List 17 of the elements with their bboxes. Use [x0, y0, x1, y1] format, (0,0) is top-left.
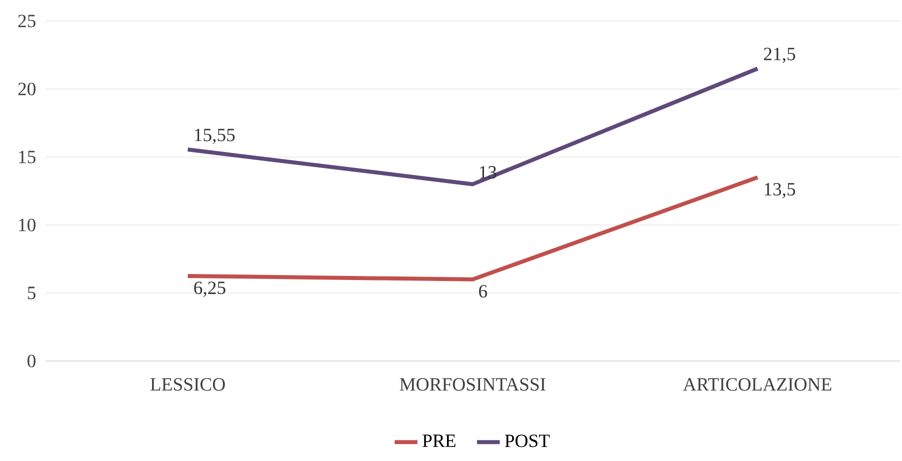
y-tick-label: 5	[28, 286, 36, 300]
y-tick-label: 25	[18, 14, 36, 28]
data-label: 21,5	[764, 48, 796, 63]
y-tick-label: 20	[18, 82, 36, 96]
y-tick-label: 15	[19, 150, 36, 164]
data-label: 13,5	[764, 183, 796, 198]
legend-label: PRE	[422, 434, 456, 447]
x-tick-label: MORFOSINTASSI	[400, 378, 546, 391]
y-tick-label: 0	[28, 354, 36, 368]
data-label: 6	[479, 285, 488, 298]
legend-label: POST	[504, 434, 550, 448]
data-label: 15,55	[195, 128, 235, 144]
y-tick-label: 10	[19, 218, 36, 232]
x-tick-label: LESSICO	[150, 378, 225, 391]
data-label: 13	[480, 166, 496, 179]
x-tick-label: ARTICOLAZIONE	[683, 378, 832, 391]
data-label: 6,25	[194, 282, 226, 297]
